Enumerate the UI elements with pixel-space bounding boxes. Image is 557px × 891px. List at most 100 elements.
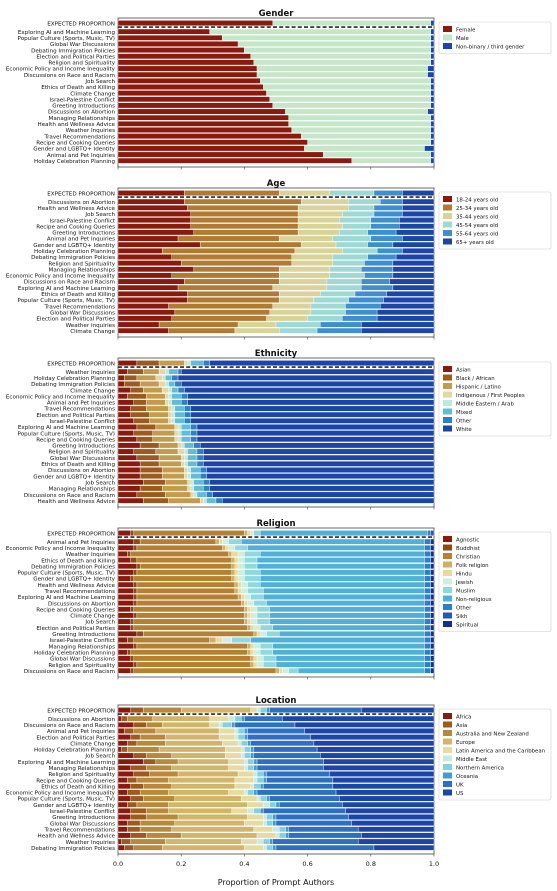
category-label: Debating Immigration Policies: [31, 255, 115, 261]
bar-segment: [136, 375, 157, 381]
bar-segment: [424, 624, 432, 631]
bar-segment: [117, 575, 131, 582]
bar-segment: [256, 655, 264, 662]
bar-segment: [275, 814, 349, 820]
legend-swatch: [443, 738, 452, 745]
bar-segment: [351, 820, 435, 826]
bar-segment: [272, 838, 359, 845]
bar-segment: [209, 485, 435, 492]
bar-segment: [430, 600, 435, 606]
bar-segment: [143, 631, 255, 637]
bar-segment: [231, 563, 236, 570]
bar-segment: [171, 375, 179, 381]
category-label: Economic Policy and Income Inequality: [6, 394, 116, 400]
bar-segment: [152, 436, 176, 443]
bar-segment: [424, 600, 432, 606]
category-label: Israel-Palestine Conflict: [50, 97, 116, 103]
legend-label: Middle Eastern / Arab: [456, 402, 514, 408]
bar-segment: [424, 545, 432, 551]
bar-segment: [247, 624, 251, 631]
bar-segment: [266, 315, 308, 322]
category-label: Discussions on Race and Racism: [24, 493, 115, 499]
bar-segment: [247, 789, 255, 796]
bar-segment: [143, 758, 157, 765]
bar-segment: [143, 368, 160, 375]
category-label: Holiday Celebration Planning: [34, 650, 115, 656]
bar-segment: [117, 190, 185, 196]
bar-segment: [244, 575, 261, 582]
bar-segment: [174, 411, 185, 418]
category-label: Travel Recommendations: [44, 589, 116, 595]
bar-segment: [304, 145, 425, 152]
x-tick-label: 0.0: [113, 860, 123, 868]
bar-segment: [206, 473, 435, 479]
bar-segment: [361, 284, 394, 291]
bar-segment: [174, 820, 245, 826]
bar-segment: [222, 35, 432, 41]
bar-segment: [247, 618, 251, 625]
bar-segment: [174, 309, 270, 316]
bar-segment: [244, 557, 258, 563]
bar-segment: [332, 783, 435, 790]
bar-segment: [117, 473, 141, 479]
bar-segment: [215, 637, 223, 643]
bar-segment: [162, 387, 169, 393]
bar-segment: [228, 765, 245, 771]
legend-label: 18-24 years old: [456, 198, 498, 204]
bar-segment: [278, 631, 425, 637]
bar-segment: [424, 606, 432, 613]
bar-segment: [130, 551, 229, 557]
bar-segment: [117, 588, 134, 594]
bar-segment: [168, 399, 172, 406]
bar-segment: [181, 430, 191, 436]
bar-segment: [117, 606, 131, 613]
bar-segment: [117, 795, 131, 802]
category-label: Job Search: [84, 212, 115, 218]
bar-segment: [241, 594, 245, 600]
bar-segment: [117, 707, 131, 713]
legend-label: Australia and New Zealand: [456, 732, 529, 738]
bar-segment: [168, 393, 172, 400]
bar-segment: [117, 229, 195, 236]
bar-segment: [430, 84, 435, 90]
bar-segment: [253, 600, 267, 606]
bar-segment: [130, 808, 147, 814]
bar-segment: [427, 530, 432, 536]
legend-swatch: [443, 789, 452, 796]
bar-segment: [253, 765, 258, 771]
bar-segment: [187, 473, 191, 479]
bar-segment: [253, 59, 432, 66]
bar-segment: [380, 303, 435, 309]
legend-label: Spiritual: [456, 623, 478, 629]
bar-segment: [139, 473, 163, 479]
bar-segment: [174, 424, 179, 430]
category-label: Religion and Spirituality: [48, 772, 115, 778]
bar-segment: [244, 715, 283, 722]
bar-segment: [430, 643, 435, 649]
bar-segment: [272, 844, 277, 851]
bar-segment: [291, 260, 334, 266]
bar-segment: [117, 315, 172, 322]
bar-segment: [291, 254, 334, 260]
bar-segment: [117, 375, 125, 381]
bar-segment: [253, 758, 258, 765]
bar-segment: [181, 454, 185, 461]
bar-segment: [430, 637, 435, 643]
bar-segment: [149, 411, 169, 418]
bar-segment: [127, 801, 138, 808]
bar-segment: [241, 600, 245, 606]
bar-segment: [342, 248, 378, 254]
category-label: Discussions on Abortion: [48, 601, 115, 607]
category-label: Discussions on Abortion: [48, 468, 115, 474]
bar-segment: [430, 661, 435, 668]
bar-segment: [174, 795, 242, 802]
bar-segment: [430, 557, 435, 563]
bar-segment: [133, 538, 141, 545]
bar-segment: [155, 758, 179, 765]
legend-box: [438, 191, 552, 250]
category-label: Animal and Pet Inquiries: [47, 729, 115, 735]
bar-segment: [184, 442, 195, 449]
bar-segment: [260, 581, 425, 588]
bar-segment: [130, 624, 134, 631]
bar-segment: [162, 375, 166, 381]
